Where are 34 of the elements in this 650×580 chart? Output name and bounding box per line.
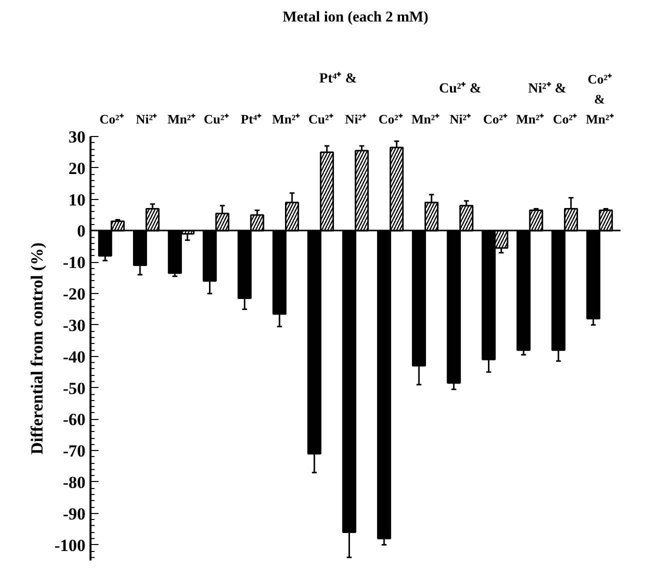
y-tick-label: -90: [62, 504, 86, 524]
x-tick-label: Co²⁺: [378, 112, 404, 126]
x-tick-label: Pt⁴⁺: [240, 112, 262, 126]
x-tick-label: Mn²⁺: [167, 112, 196, 126]
chart-title: Metal ion (each 2 mM): [282, 10, 428, 26]
y-tick-label: -50: [62, 378, 86, 398]
y-tick-label: 10: [68, 190, 86, 210]
y-tick-label: -70: [62, 442, 86, 461]
y-tick-label: 0: [77, 222, 86, 241]
y-tick-label: -20: [62, 284, 86, 304]
text: Ni²⁺ &: [528, 82, 566, 96]
y-tick-label: -80: [62, 472, 86, 492]
y-tick-label: -40: [62, 347, 86, 366]
y-tick-label: -10: [62, 253, 86, 272]
x-tick-label: Co²⁺: [552, 112, 578, 126]
text: Pt⁴⁺ &: [319, 72, 357, 86]
y-tick-label: -100: [54, 536, 86, 555]
text: Cu²⁺ &: [438, 82, 482, 96]
y-tick-label: 30: [68, 128, 86, 146]
x-tick-label: Co²⁺: [100, 112, 124, 126]
x-tick-label: Ni²⁺: [345, 112, 367, 126]
x-tick-label: Mn²⁺: [272, 112, 300, 126]
x-tick-label: Cu²⁺: [308, 112, 334, 126]
y-tick-label: -30: [62, 316, 86, 335]
x-tick-label: Cu²⁺: [204, 112, 230, 126]
x-tick-label: Co²⁺: [483, 112, 508, 126]
x-tick-label: Mn²⁺: [516, 112, 545, 126]
x-tick-label: Co²⁺ & Mn²⁺: [586, 72, 614, 126]
x-tick-label: Mn²⁺: [412, 112, 440, 126]
y-tick-label: -60: [62, 410, 86, 430]
y-axis-title: Differential from control (%): [27, 242, 46, 454]
x-tick-label: Ni²⁺: [136, 112, 158, 126]
y-tick-label: 20: [68, 158, 86, 178]
x-tick-label: Ni²⁺: [450, 112, 472, 126]
